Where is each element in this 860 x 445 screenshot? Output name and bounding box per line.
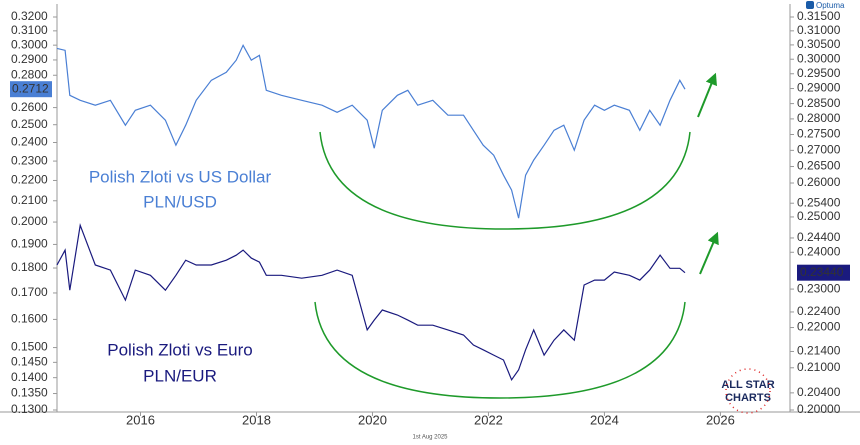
series-ticker: PLN/EUR bbox=[143, 366, 217, 385]
y-tick-label: 0.1500 bbox=[11, 340, 48, 354]
y2-tick-label: 0.22400 bbox=[797, 304, 841, 318]
last-value-label: 0.2712 bbox=[12, 81, 49, 95]
y-tick-label: 0.2900 bbox=[11, 52, 48, 66]
series-line bbox=[56, 222, 686, 382]
y2-tick-label: 0.29000 bbox=[797, 81, 841, 95]
y-tick-label: 0.3000 bbox=[11, 37, 48, 51]
trend-arrow bbox=[699, 231, 719, 275]
series-ticker: PLN/USD bbox=[143, 192, 217, 211]
y2-tick-label: 0.23000 bbox=[797, 281, 841, 295]
y-tick-label: 0.1800 bbox=[11, 260, 48, 274]
y-tick-label: 0.2300 bbox=[11, 153, 48, 167]
y2-tick-label: 0.27500 bbox=[797, 127, 841, 141]
trend-arc bbox=[314, 301, 686, 399]
y2-tick-label: 0.24000 bbox=[797, 244, 841, 258]
x-tick-label: 2024 bbox=[590, 412, 619, 427]
trend-arc bbox=[319, 131, 691, 230]
brand: Optuma bbox=[816, 1, 845, 10]
y-tick-label: 0.2500 bbox=[11, 117, 48, 131]
watermark: ALL STAR bbox=[721, 379, 774, 391]
y2-tick-label: 0.24400 bbox=[797, 230, 841, 244]
y-tick-label: 0.2600 bbox=[11, 100, 48, 114]
y2-tick-label: 0.31000 bbox=[797, 23, 841, 37]
y2-tick-label: 0.20000 bbox=[797, 402, 841, 416]
watermark-ring bbox=[725, 368, 771, 414]
last-value-box bbox=[10, 81, 52, 98]
y-tick-label: 0.1300 bbox=[11, 402, 48, 416]
y2-tick-label: 0.30500 bbox=[797, 37, 841, 51]
x-tick-label: 2020 bbox=[358, 412, 387, 427]
y2-tick-label: 0.25000 bbox=[797, 209, 841, 223]
y2-tick-label: 0.22000 bbox=[797, 320, 841, 334]
y-tick-label: 0.2200 bbox=[11, 173, 48, 187]
y-tick-label: 0.2400 bbox=[11, 135, 48, 149]
date-stamp: 1st Aug 2025 bbox=[412, 435, 448, 441]
y-tick-label: 0.1700 bbox=[11, 285, 48, 299]
series-label: Polish Zloti vs US Dollar bbox=[89, 167, 272, 186]
y2-tick-label: 0.21000 bbox=[797, 360, 841, 374]
y2-tick-label: 0.31500 bbox=[797, 9, 841, 23]
y-tick-label: 0.2000 bbox=[11, 214, 48, 228]
last-value-box bbox=[797, 264, 850, 281]
y-tick-label: 0.3200 bbox=[11, 9, 48, 23]
y2-tick-label: 0.26000 bbox=[797, 175, 841, 189]
y-tick-label: 0.1900 bbox=[11, 237, 48, 251]
y2-tick-label: 0.28000 bbox=[797, 111, 841, 125]
watermark: CHARTS bbox=[725, 392, 771, 404]
y-tick-label: 0.2800 bbox=[11, 67, 48, 81]
x-tick-label: 2026 bbox=[706, 412, 735, 427]
y-tick-label: 0.2100 bbox=[11, 193, 48, 207]
trend-arrow bbox=[697, 72, 717, 118]
x-tick-label: 2022 bbox=[474, 412, 503, 427]
y-tick-label: 0.3100 bbox=[11, 23, 48, 37]
y2-tick-label: 0.30000 bbox=[797, 51, 841, 65]
y2-tick-label: 0.25400 bbox=[797, 195, 841, 209]
y2-tick-label: 0.29500 bbox=[797, 66, 841, 80]
y2-tick-label: 0.27000 bbox=[797, 143, 841, 157]
y2-tick-label: 0.20400 bbox=[797, 385, 841, 399]
brand-icon bbox=[806, 1, 814, 9]
series-label: Polish Zloti vs Euro bbox=[107, 340, 253, 359]
x-tick-label: 2018 bbox=[242, 412, 271, 427]
last-value-label: 0.23440 bbox=[800, 265, 844, 279]
y-tick-label: 0.1450 bbox=[11, 355, 48, 369]
y2-tick-label: 0.28500 bbox=[797, 96, 841, 110]
y-tick-label: 0.1400 bbox=[11, 370, 48, 384]
y2-tick-label: 0.21400 bbox=[797, 344, 841, 358]
y2-tick-label: 0.26500 bbox=[797, 159, 841, 173]
series-line bbox=[56, 43, 686, 219]
y-tick-label: 0.1350 bbox=[11, 386, 48, 400]
y-tick-label: 0.1600 bbox=[11, 312, 48, 326]
x-tick-label: 2016 bbox=[126, 412, 155, 427]
